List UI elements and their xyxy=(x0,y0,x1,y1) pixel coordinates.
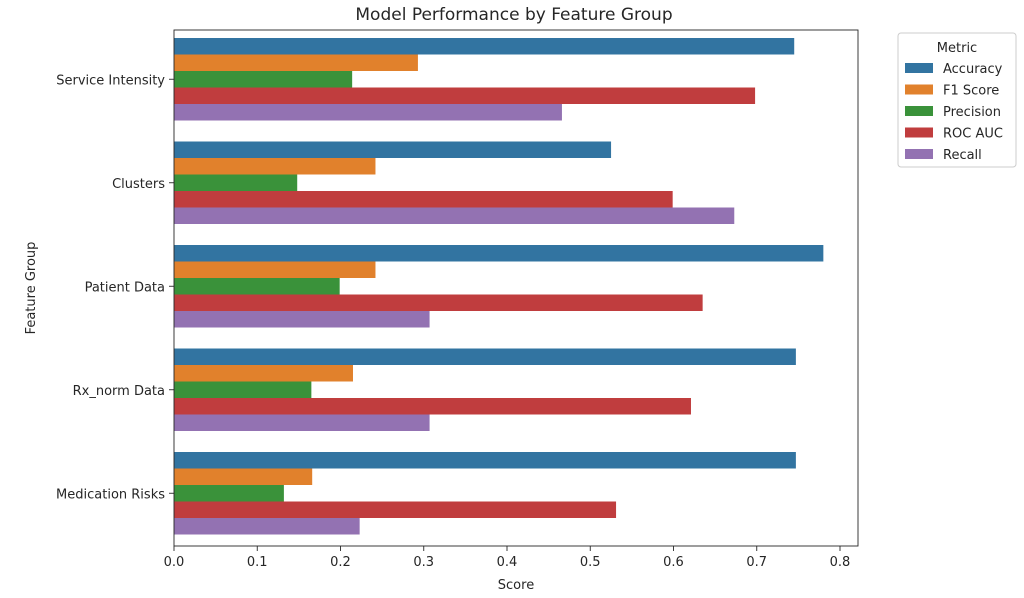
bar-accuracy xyxy=(174,38,795,55)
bar-f1-score xyxy=(174,158,376,175)
x-tick-label: 0.0 xyxy=(164,555,185,570)
plot-frame xyxy=(173,29,859,547)
bar-roc-auc xyxy=(174,501,617,518)
legend-swatch-precision xyxy=(905,106,933,116)
bar-accuracy xyxy=(174,452,796,469)
x-tick-label: 0.6 xyxy=(663,555,684,570)
bar-f1-score xyxy=(174,54,418,71)
bar-f1-score xyxy=(174,261,376,278)
y-tick-label: Patient Data xyxy=(85,280,165,295)
bar-f1-score xyxy=(174,468,313,485)
bar-roc-auc xyxy=(174,294,703,311)
legend-title: Metric xyxy=(937,41,977,56)
bar-f1-score xyxy=(174,365,353,382)
legend-items: Accuracy F1 Score Precision ROC AUC Recall xyxy=(905,62,1003,163)
legend-label-roc-auc: ROC AUC xyxy=(943,127,1003,142)
legend-swatch-f1-score xyxy=(905,84,933,95)
bar-precision xyxy=(174,485,284,502)
legend-swatch-accuracy xyxy=(905,63,933,73)
bar-precision xyxy=(174,381,312,398)
legend-label-recall: Recall xyxy=(943,148,982,163)
x-tick-label: 0.4 xyxy=(497,555,518,570)
bar-precision xyxy=(174,71,353,88)
bar-precision xyxy=(174,174,298,191)
x-tick-label: 0.1 xyxy=(247,555,268,570)
bar-recall xyxy=(174,207,735,224)
x-axis-ticks: 0.0 0.1 0.2 0.3 0.4 0.5 0.6 0.7 0.8 xyxy=(164,546,851,570)
legend-swatch-recall xyxy=(905,149,933,159)
x-tick-label: 0.2 xyxy=(330,555,351,570)
x-tick-label: 0.5 xyxy=(580,555,601,570)
legend: Metric Accuracy F1 Score Precision ROC AUC R… xyxy=(897,32,1017,168)
bar-precision xyxy=(174,278,340,295)
bar-recall xyxy=(174,311,430,328)
bar-accuracy xyxy=(174,348,796,365)
x-tick-label: 0.8 xyxy=(830,555,851,570)
x-axis-label: Score xyxy=(498,578,534,593)
bar-roc-auc xyxy=(174,87,756,104)
bar-recall xyxy=(174,414,430,431)
y-axis-label: Feature Group xyxy=(24,242,39,335)
x-tick-label: 0.3 xyxy=(413,555,434,570)
bar-recall xyxy=(174,104,562,121)
legend-label-accuracy: Accuracy xyxy=(943,62,1003,77)
x-tick-label: 0.7 xyxy=(746,555,767,570)
legend-label-f1-score: F1 Score xyxy=(943,84,999,99)
y-tick-label: Medication Risks xyxy=(56,487,165,502)
y-tick-label: Clusters xyxy=(112,177,165,192)
bar-accuracy xyxy=(174,141,612,158)
bar-roc-auc xyxy=(174,398,691,415)
legend-swatch-roc-auc xyxy=(905,127,933,138)
y-tick-label: Service Intensity xyxy=(56,73,165,88)
legend-label-precision: Precision xyxy=(943,105,1001,120)
bar-recall xyxy=(174,518,360,535)
bar-roc-auc xyxy=(174,191,673,208)
chart-title: Model Performance by Feature Group xyxy=(355,5,672,25)
bars xyxy=(174,38,824,535)
y-tick-label: Rx_norm Data xyxy=(73,384,165,399)
bar-accuracy xyxy=(174,245,824,262)
y-axis-ticks: Service Intensity Clusters Patient Data Rx_… xyxy=(56,73,174,502)
